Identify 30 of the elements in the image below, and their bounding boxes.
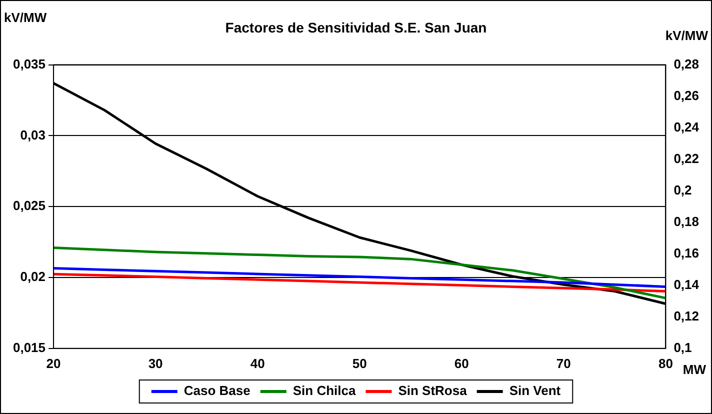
x-tick-label: 60 — [454, 356, 469, 371]
x-tick-label: 30 — [148, 356, 163, 371]
x-tick-label: 80 — [658, 356, 673, 371]
y2-tick-label: 0,14 — [674, 276, 700, 292]
y2-tick-label: 0,12 — [674, 308, 700, 324]
x-axis-title: MW — [682, 362, 706, 377]
y2-tick-label: 0,18 — [674, 214, 700, 229]
legend-label: Sin Chilca — [292, 383, 356, 398]
chart-title: Factores de Sensitividad S.E. San Juan — [225, 19, 487, 36]
legend-label: Sin Vent — [509, 383, 562, 398]
y2-tick-label: 0,22 — [674, 150, 700, 166]
y2-tick-label: 0,1 — [674, 340, 692, 355]
x-tick-label: 40 — [250, 356, 265, 371]
y-axis-title: kV/MW — [4, 10, 47, 25]
y2-tick-label: 0,26 — [674, 88, 700, 103]
x-tick-label: 20 — [46, 356, 61, 371]
y2-tick-label: 0,24 — [674, 119, 700, 134]
y2-tick-label: 0,16 — [674, 245, 700, 260]
y2-tick-label: 0,28 — [674, 56, 700, 72]
y-tick-label: 0,02 — [20, 269, 46, 284]
y2-tick-label: 0,2 — [674, 182, 692, 198]
y-tick-label: 0,015 — [12, 340, 46, 355]
y-tick-label: 0,03 — [20, 127, 46, 142]
x-tick-label: 70 — [556, 356, 571, 371]
x-tick-label: 50 — [352, 356, 367, 371]
legend-label: Caso Base — [184, 383, 250, 398]
y2-axis-title: kV/MW — [665, 28, 708, 43]
y-tick-label: 0,035 — [12, 56, 46, 72]
legend-label: Sin StRosa — [398, 383, 468, 398]
y-tick-label: 0,025 — [12, 198, 46, 214]
